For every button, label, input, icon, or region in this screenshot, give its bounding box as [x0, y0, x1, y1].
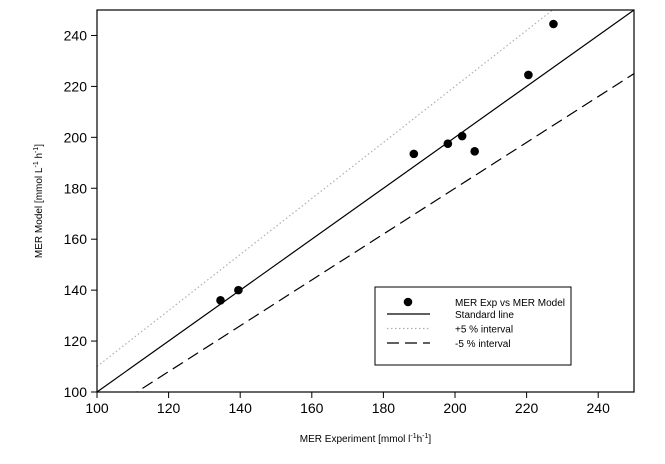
legend-box [374, 286, 572, 366]
legend-label: -5 % interval [455, 339, 511, 350]
data-point [549, 19, 558, 29]
x-axis-label: MER Experiment [mmol l-1h-1] [300, 433, 432, 445]
legend-label: +5 % interval [455, 325, 513, 336]
series-line [97, 10, 634, 392]
y-axis-label: MER Model [mmol L-1 h-1] [33, 144, 45, 258]
data-point [216, 296, 225, 305]
data-point [524, 70, 533, 80]
series-line [97, 10, 554, 368]
x-tick-label: 240 [587, 400, 611, 416]
data-point [443, 139, 453, 148]
legend-marker [403, 297, 413, 307]
y-tick-label: 200 [64, 129, 88, 145]
series-line [135, 73, 634, 392]
x-tick-label: 200 [443, 400, 467, 416]
x-tick-label: 140 [229, 400, 253, 416]
plot-frame [96, 9, 635, 393]
x-tick-label: 160 [300, 400, 324, 416]
data-point [409, 149, 419, 159]
y-tick-label: 240 [64, 27, 88, 43]
y-tick-label: 100 [64, 384, 88, 400]
x-tick-label: 180 [372, 400, 396, 416]
legend-label: MER Exp vs MER Model [455, 298, 565, 309]
y-tick-label: 180 [64, 180, 88, 196]
y-tick-label: 140 [64, 282, 88, 298]
legend-label: Standard line [455, 310, 514, 321]
data-point [234, 285, 243, 295]
y-tick-label: 160 [64, 231, 88, 247]
y-tick-label: 220 [64, 78, 88, 94]
y-tick-label: 120 [64, 333, 88, 349]
x-tick-label: 120 [157, 400, 181, 416]
data-point [457, 131, 467, 141]
data-point [470, 147, 479, 156]
x-tick-label: 220 [515, 400, 539, 416]
x-tick-label: 100 [85, 400, 109, 416]
